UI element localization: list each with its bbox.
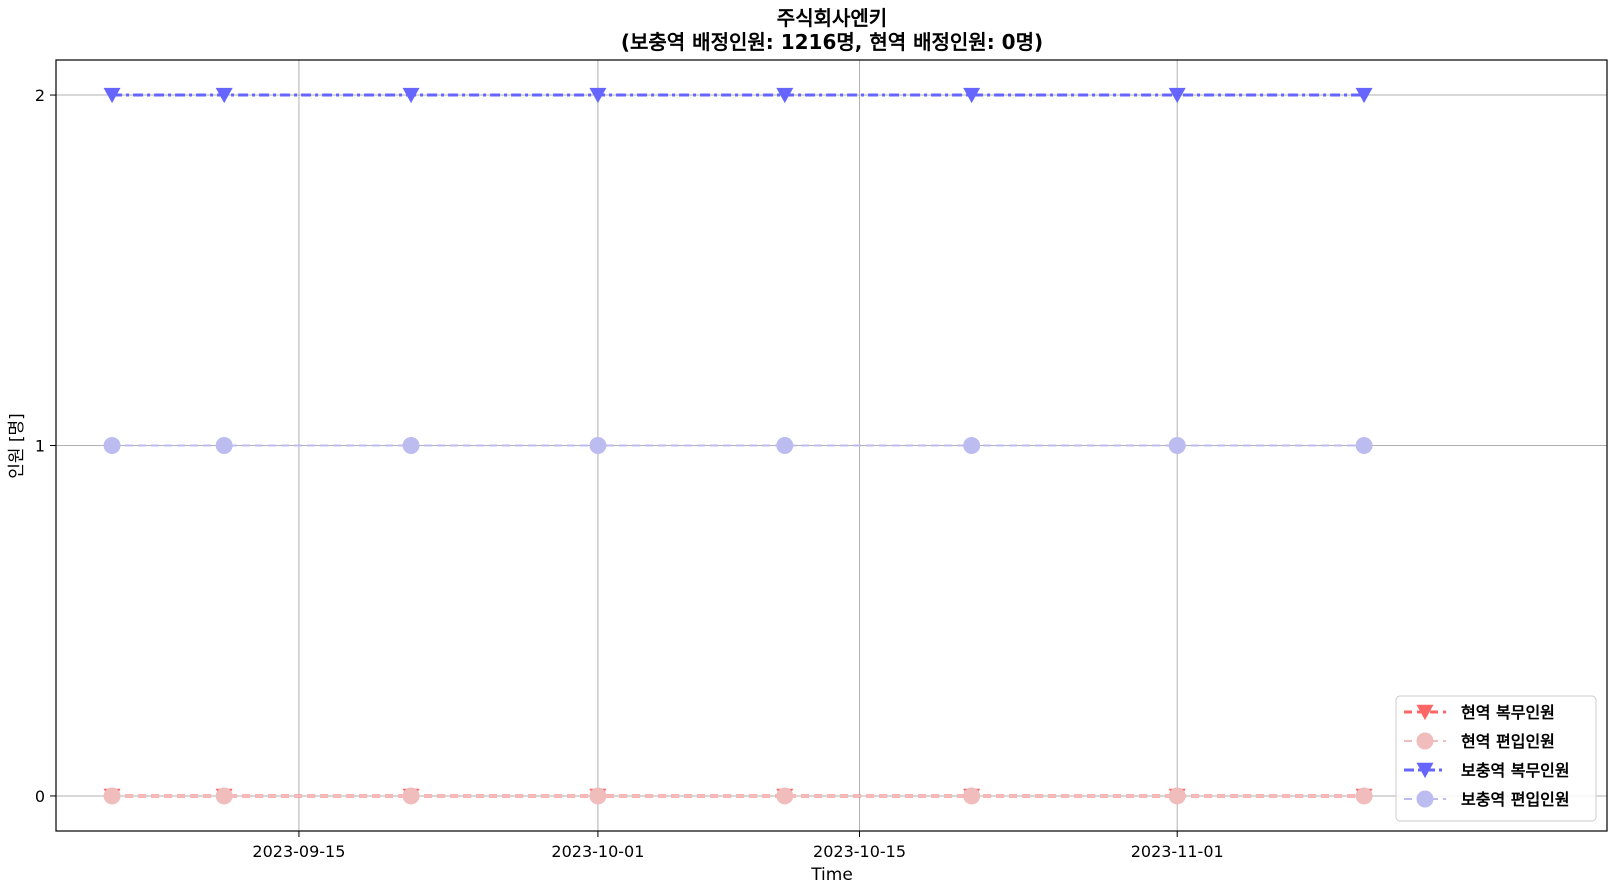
series-4-point	[103, 437, 121, 454]
x-tick-label: 2023-09-15	[252, 842, 345, 861]
legend-swatch-marker	[1416, 790, 1434, 808]
x-axis-label: Time	[810, 865, 853, 885]
x-tick-label: 2023-10-01	[551, 842, 644, 861]
series-3-point	[589, 87, 607, 104]
legend-swatch-marker	[1416, 704, 1434, 721]
legend-label: 보충역 편입인원	[1461, 790, 1570, 809]
y-tick-label: 0	[35, 787, 45, 806]
chart-subtitle: (보충역 배정인원: 1216명, 현역 배정인원: 0명)	[621, 30, 1043, 54]
series-2-point	[1168, 787, 1186, 805]
series-3-point	[1355, 87, 1373, 104]
legend-label: 현역 복무인원	[1461, 703, 1555, 722]
legend-label: 보충역 복무인원	[1461, 761, 1570, 780]
series-3-point	[215, 87, 233, 104]
x-tick-label: 2023-11-01	[1131, 842, 1224, 861]
y-tick-label: 1	[35, 437, 45, 456]
ticks: 2023-09-15 2023-10-01 2023-10-15 2023-11-01…	[35, 86, 1224, 861]
series-2-point	[103, 787, 121, 805]
series-2-point	[589, 787, 607, 805]
series-3-point	[963, 87, 981, 104]
legend-item-2: 현역 편입인원	[1404, 732, 1555, 751]
x-tick-label: 2023-10-15	[813, 842, 906, 861]
series-4-point	[589, 437, 607, 454]
series-3-point	[103, 87, 121, 104]
legend-box	[1395, 695, 1597, 822]
chart-title: 주식회사엔키	[777, 6, 887, 30]
series-layer	[103, 87, 1373, 805]
y-tick-label: 2	[35, 86, 45, 105]
series-3-point	[1168, 87, 1186, 104]
legend-item-1: 현역 복무인원	[1404, 703, 1555, 722]
series-4-point	[402, 437, 420, 454]
series-2-point	[215, 787, 233, 805]
series-2-point	[402, 787, 420, 805]
legend-swatch-marker	[1416, 732, 1434, 750]
legend-item-3: 보충역 복무인원	[1404, 761, 1570, 780]
series-4-point	[1355, 437, 1373, 454]
series-4	[103, 437, 1373, 454]
series-3-point	[776, 87, 794, 104]
series-3-point	[402, 87, 420, 104]
legend-item-4: 보충역 편입인원	[1404, 790, 1570, 809]
series-2	[103, 787, 1373, 805]
series-4-point	[215, 437, 233, 454]
series-2-point	[776, 787, 794, 805]
series-4-point	[776, 437, 794, 454]
series-2-point	[963, 787, 981, 805]
series-2-point	[1355, 787, 1373, 805]
series-4-point	[963, 437, 981, 454]
series-3	[103, 87, 1373, 104]
legend-swatch-marker	[1416, 762, 1434, 779]
series-4-point	[1168, 437, 1186, 454]
y-axis-label: 인원 [명]	[7, 413, 27, 479]
legend-label: 현역 편입인원	[1461, 732, 1555, 751]
